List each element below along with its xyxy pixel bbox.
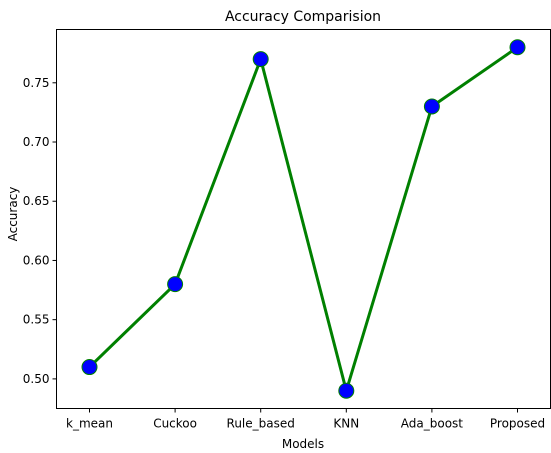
y-tick-label: 0.65: [23, 194, 50, 208]
data-point-proposed: [509, 39, 526, 56]
y-tick-label: 0.70: [23, 135, 50, 149]
y-tick-label: 0.75: [23, 76, 50, 90]
x-tick-label: Ada_boost: [401, 417, 464, 431]
data-point-ada-boost: [423, 98, 440, 115]
x-tick-label: Proposed: [490, 417, 545, 431]
chart-title: Accuracy Comparision: [225, 9, 381, 25]
x-tick-label: KNN: [333, 417, 359, 431]
y-tick-label: 0.50: [23, 372, 50, 386]
x-axis-label: Models: [282, 437, 324, 451]
data-point-knn: [338, 382, 355, 399]
data-point-k-mean: [81, 359, 98, 376]
x-tick-label: k_mean: [66, 417, 113, 431]
y-axis-label: Accuracy: [6, 187, 20, 242]
y-tick-label: 0.60: [23, 253, 50, 267]
x-tick-label: Cuckoo: [153, 417, 197, 431]
data-point-rule-based: [252, 51, 269, 68]
y-tick-label: 0.55: [23, 313, 50, 327]
series-line: [88, 46, 519, 393]
data-point-cuckoo: [167, 276, 184, 293]
x-tick-label: Rule_based: [227, 417, 295, 431]
